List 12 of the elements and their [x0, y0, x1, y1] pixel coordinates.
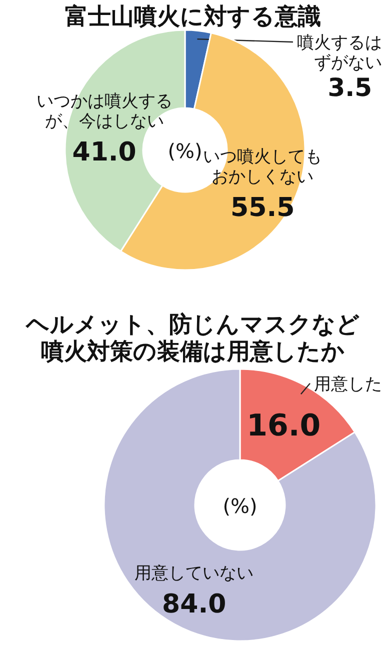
chart-title: ヘルメット、防じんマスクなど噴火対策の装備は用意したか: [25, 312, 360, 365]
text: (%): [222, 494, 258, 518]
slice-label: 用意した: [314, 374, 382, 394]
data-label: 84.0: [162, 589, 226, 620]
slice-label: いつかは噴火するが、今はしない: [36, 92, 172, 132]
data-label: 41.0: [72, 138, 136, 168]
slice-label: 用意していない: [134, 563, 254, 584]
data-label: 16.0: [246, 408, 321, 444]
data-label: 3.5: [328, 73, 372, 102]
slice-label: 噴火するはずがない: [297, 33, 382, 73]
text: (%): [168, 139, 202, 163]
chart-title: 富士山噴火に対する意識: [65, 3, 321, 30]
